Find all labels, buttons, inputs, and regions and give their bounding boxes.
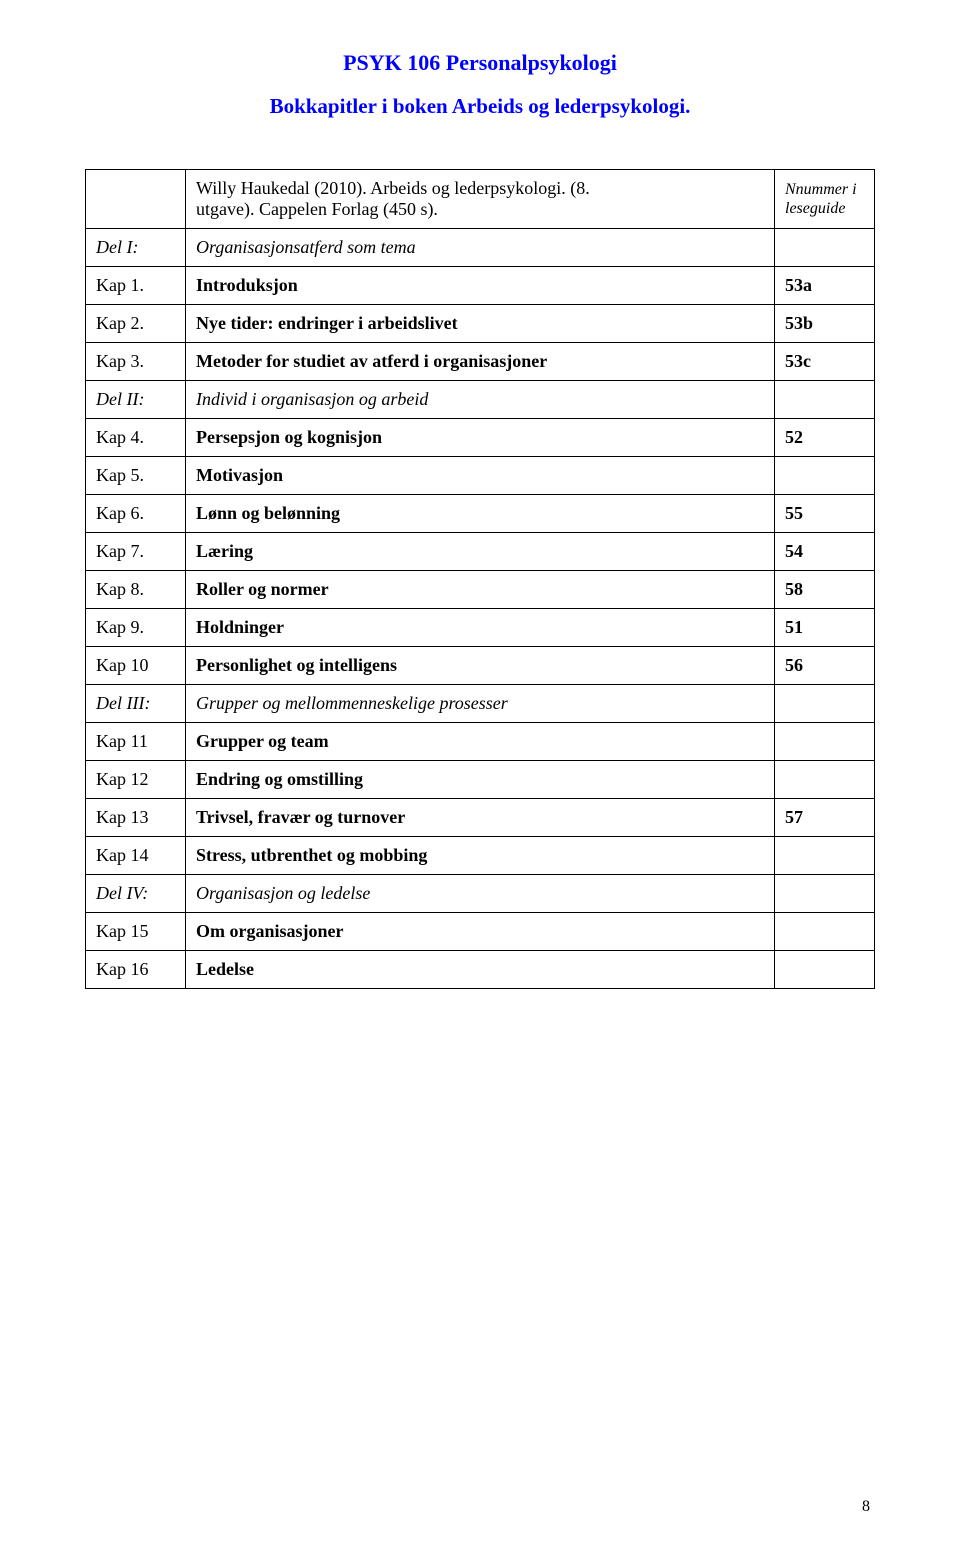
page-title: PSYK 106 Personalpsykologi <box>85 50 875 76</box>
row-ref-cell: Kap 5. <box>86 457 186 495</box>
row-num-cell: 53c <box>775 343 875 381</box>
row-ref-cell: Kap 15 <box>86 913 186 951</box>
page-subtitle: Bokkapitler i boken Arbeids og lederpsyk… <box>85 94 875 119</box>
table-row: Kap 13Trivsel, fravær og turnover57 <box>86 799 875 837</box>
table-row: Del IV:Organisasjon og ledelse <box>86 875 875 913</box>
table-row: Kap 6.Lønn og belønning55 <box>86 495 875 533</box>
header-note-cell: Nnummer i leseguide <box>775 170 875 229</box>
row-desc-cell: Holdninger <box>186 609 775 647</box>
row-num-cell: 55 <box>775 495 875 533</box>
table-row: Kap 12Endring og omstilling <box>86 761 875 799</box>
header-desc-cell: Willy Haukedal (2010). Arbeids og lederp… <box>186 170 775 229</box>
row-num-cell: 54 <box>775 533 875 571</box>
row-ref-cell: Del II: <box>86 381 186 419</box>
row-num-cell: 53a <box>775 267 875 305</box>
row-desc-cell: Ledelse <box>186 951 775 989</box>
row-desc-cell: Roller og normer <box>186 571 775 609</box>
row-ref-cell: Kap 7. <box>86 533 186 571</box>
row-desc-cell: Grupper og mellommenneskelige prosesser <box>186 685 775 723</box>
row-ref-cell: Del I: <box>86 229 186 267</box>
row-desc-cell: Personlighet og intelligens <box>186 647 775 685</box>
row-num-cell <box>775 381 875 419</box>
row-desc-cell: Introduksjon <box>186 267 775 305</box>
table-header-row: Willy Haukedal (2010). Arbeids og lederp… <box>86 170 875 229</box>
row-num-cell <box>775 913 875 951</box>
row-num-cell <box>775 875 875 913</box>
row-num-cell <box>775 457 875 495</box>
row-num-cell <box>775 723 875 761</box>
row-desc-cell: Lønn og belønning <box>186 495 775 533</box>
table-row: Kap 11Grupper og team <box>86 723 875 761</box>
table-row: Kap 4.Persepsjon og kognisjon52 <box>86 419 875 457</box>
row-num-cell: 58 <box>775 571 875 609</box>
table-row: Kap 1.Introduksjon53a <box>86 267 875 305</box>
row-ref-cell: Kap 10 <box>86 647 186 685</box>
row-desc-cell: Læring <box>186 533 775 571</box>
row-desc-cell: Endring og omstilling <box>186 761 775 799</box>
table-row: Kap 15Om organisasjoner <box>86 913 875 951</box>
table-row: Kap 14Stress, utbrenthet og mobbing <box>86 837 875 875</box>
row-desc-cell: Grupper og team <box>186 723 775 761</box>
header-ref-cell <box>86 170 186 229</box>
chapter-table: Willy Haukedal (2010). Arbeids og lederp… <box>85 169 875 989</box>
row-num-cell <box>775 951 875 989</box>
row-desc-cell: Nye tider: endringer i arbeidslivet <box>186 305 775 343</box>
row-ref-cell: Kap 6. <box>86 495 186 533</box>
row-desc-cell: Persepsjon og kognisjon <box>186 419 775 457</box>
table-row: Kap 7.Læring54 <box>86 533 875 571</box>
row-desc-cell: Individ i organisasjon og arbeid <box>186 381 775 419</box>
row-desc-cell: Trivsel, fravær og turnover <box>186 799 775 837</box>
row-desc-cell: Organisasjon og ledelse <box>186 875 775 913</box>
row-desc-cell: Motivasjon <box>186 457 775 495</box>
row-num-cell <box>775 229 875 267</box>
table-row: Kap 8.Roller og normer58 <box>86 571 875 609</box>
row-ref-cell: Kap 12 <box>86 761 186 799</box>
page-number: 8 <box>862 1498 870 1516</box>
row-num-cell <box>775 837 875 875</box>
row-ref-cell: Kap 3. <box>86 343 186 381</box>
row-ref-cell: Kap 4. <box>86 419 186 457</box>
row-ref-cell: Kap 13 <box>86 799 186 837</box>
row-desc-cell: Stress, utbrenthet og mobbing <box>186 837 775 875</box>
table-row: Del III:Grupper og mellommenneskelige pr… <box>86 685 875 723</box>
row-ref-cell: Del IV: <box>86 875 186 913</box>
row-num-cell <box>775 685 875 723</box>
header-desc-line2: utgave). Cappelen Forlag (450 s). <box>196 199 438 219</box>
row-num-cell: 53b <box>775 305 875 343</box>
row-ref-cell: Del III: <box>86 685 186 723</box>
table-row: Kap 2.Nye tider: endringer i arbeidslive… <box>86 305 875 343</box>
table-row: Kap 5.Motivasjon <box>86 457 875 495</box>
table-row: Kap 3.Metoder for studiet av atferd i or… <box>86 343 875 381</box>
table-row: Kap 16Ledelse <box>86 951 875 989</box>
row-num-cell: 51 <box>775 609 875 647</box>
row-ref-cell: Kap 9. <box>86 609 186 647</box>
row-ref-cell: Kap 14 <box>86 837 186 875</box>
row-ref-cell: Kap 1. <box>86 267 186 305</box>
row-ref-cell: Kap 2. <box>86 305 186 343</box>
table-row: Kap 9.Holdninger51 <box>86 609 875 647</box>
table-row: Kap 10Personlighet og intelligens56 <box>86 647 875 685</box>
row-num-cell: 57 <box>775 799 875 837</box>
table-row: Del II:Individ i organisasjon og arbeid <box>86 381 875 419</box>
row-desc-cell: Organisasjonsatferd som tema <box>186 229 775 267</box>
row-num-cell: 52 <box>775 419 875 457</box>
header-desc-line1: Willy Haukedal (2010). Arbeids og lederp… <box>196 178 590 198</box>
row-num-cell: 56 <box>775 647 875 685</box>
row-ref-cell: Kap 8. <box>86 571 186 609</box>
table-row: Del I:Organisasjonsatferd som tema <box>86 229 875 267</box>
row-ref-cell: Kap 11 <box>86 723 186 761</box>
row-desc-cell: Om organisasjoner <box>186 913 775 951</box>
row-num-cell <box>775 761 875 799</box>
row-ref-cell: Kap 16 <box>86 951 186 989</box>
row-desc-cell: Metoder for studiet av atferd i organisa… <box>186 343 775 381</box>
